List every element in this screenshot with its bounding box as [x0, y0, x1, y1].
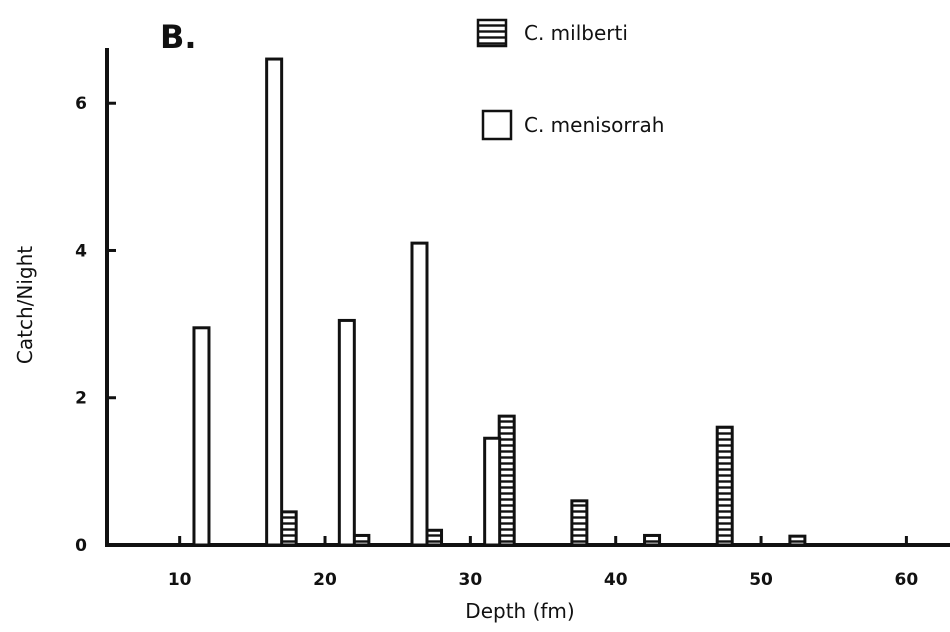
legend-label-milberti: C. milberti: [524, 21, 628, 45]
x-tick-label: 60: [895, 570, 919, 590]
panel-label: B.: [160, 18, 197, 56]
bar-milberti: [279, 510, 298, 547]
x-tick-label: 20: [313, 570, 337, 590]
bar-milberti: [570, 499, 589, 547]
bar-menisorrah: [265, 57, 284, 547]
x-tick-label: 50: [749, 570, 773, 590]
legend-label-menisorrah: C. menisorrah: [524, 113, 664, 137]
y-tick-label: 2: [75, 389, 87, 409]
legend-item-menisorrah: C. menisorrah: [481, 109, 664, 141]
y-tick-label: 0: [75, 536, 87, 556]
bars: [192, 57, 807, 547]
y-tick-label: 6: [75, 94, 87, 114]
axes: [105, 48, 950, 547]
bar-menisorrah: [192, 326, 211, 547]
x-tick-label: 10: [168, 570, 192, 590]
x-tick-label: 40: [604, 570, 628, 590]
legend-item-milberti: C. milberti: [476, 18, 628, 48]
y-tick-label: 4: [75, 241, 87, 261]
x-axis-label: Depth (fm): [465, 599, 574, 623]
bar-milberti: [643, 533, 662, 547]
bar-milberti: [425, 528, 444, 547]
x-tick-label: 30: [459, 570, 483, 590]
bar-milberti: [352, 533, 371, 547]
bar-menisorrah: [410, 241, 429, 547]
bar-milberti: [788, 534, 807, 547]
legend-swatch-open: [481, 109, 513, 141]
tick-labels: 0 2 4 6 10 20 30 40 50 60: [75, 94, 918, 590]
legend: C. milberti C. menisorrah: [476, 18, 664, 141]
bar-milberti: [715, 425, 734, 547]
bar-milberti: [497, 414, 516, 547]
bar-menisorrah: [483, 436, 502, 547]
y-axis-label: Catch/Night: [13, 246, 37, 364]
legend-swatch-hatched: [476, 18, 508, 48]
bar-menisorrah: [337, 318, 356, 547]
